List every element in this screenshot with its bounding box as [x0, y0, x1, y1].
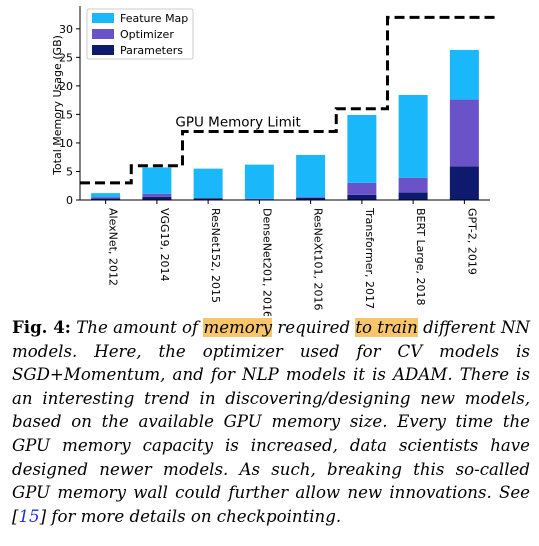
- bar-optimizer: [296, 197, 326, 199]
- bar-feature-map: [347, 114, 377, 183]
- x-tick-label: ResNeXt101, 2016: [312, 208, 325, 310]
- bar-parameters: [91, 198, 121, 200]
- x-tick-label: VGG19, 2014: [158, 208, 171, 282]
- legend-swatch: [92, 13, 114, 23]
- bar-optimizer: [398, 177, 428, 193]
- x-tick-label: BERT Large, 2018: [414, 208, 427, 306]
- gpu-memory-limit-label: GPU Memory Limit: [175, 115, 300, 131]
- y-tick-label: 15: [59, 108, 73, 121]
- bar-feature-map: [296, 154, 326, 198]
- y-tick-label: 0: [66, 194, 73, 207]
- bar-optimizer: [449, 99, 479, 167]
- x-tick-label: AlexNet, 2012: [107, 208, 120, 286]
- legend-label: Feature Map: [120, 12, 188, 25]
- bar-optimizer: [142, 193, 172, 197]
- x-tick-label: GPT-2, 2019: [465, 208, 478, 275]
- caption-highlight-to-train: to train: [355, 318, 418, 337]
- bar-feature-map: [398, 95, 428, 178]
- caption-text-4: ] for more details on checkpointing.: [39, 506, 342, 526]
- bar-parameters: [449, 166, 479, 200]
- bar-feature-map: [193, 168, 223, 199]
- caption-highlight-memory: memory: [203, 318, 273, 337]
- legend-swatch: [92, 45, 114, 55]
- y-tick-label: 10: [59, 137, 73, 150]
- y-tick-label: 20: [59, 80, 73, 93]
- bar-optimizer: [193, 198, 223, 199]
- y-tick-label: 5: [66, 165, 73, 178]
- bar-feature-map: [244, 164, 274, 199]
- legend-label: Parameters: [120, 44, 183, 57]
- bar-parameters: [398, 192, 428, 200]
- x-tick-label: ResNet152, 2015: [209, 208, 222, 303]
- gpu-memory-limit-line: [80, 15, 498, 185]
- y-axis-title: Total Memory Usage (GB): [51, 35, 64, 176]
- y-tick-label: 25: [59, 51, 73, 64]
- bar-optimizer: [347, 182, 377, 195]
- legend: Feature Map Optimizer Parameters: [86, 8, 194, 60]
- bar-optimizer: [91, 197, 121, 199]
- legend-swatch: [92, 29, 114, 39]
- legend-label: Optimizer: [120, 28, 174, 41]
- bar-feature-map: [142, 167, 172, 194]
- caption-citation-link[interactable]: 15: [18, 506, 40, 526]
- caption-label: Fig. 4:: [12, 317, 71, 337]
- bar-parameters: [296, 198, 326, 200]
- x-tick-label: Transformer, 2017: [363, 207, 376, 309]
- x-tick-label: DenseNet201, 2016: [260, 208, 273, 316]
- bar-parameters: [347, 194, 377, 200]
- figure-caption: Fig. 4: The amount of memory required to…: [12, 316, 530, 528]
- bar-parameters: [142, 196, 172, 200]
- bar-optimizer: [244, 198, 274, 200]
- caption-text-2: required: [272, 318, 356, 337]
- bar-feature-map: [449, 49, 479, 100]
- caption-text-3: different NN models. Here, the optimizer…: [12, 318, 531, 526]
- bar-feature-map: [91, 193, 121, 198]
- bar-parameters: [193, 198, 223, 200]
- caption-text-1: The amount of: [70, 318, 204, 337]
- y-tick-label: 30: [59, 23, 73, 36]
